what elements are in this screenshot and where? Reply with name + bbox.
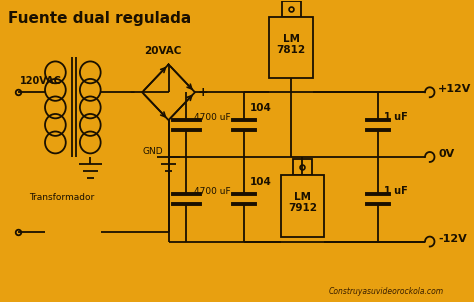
Text: +: + xyxy=(198,86,209,99)
Text: 20VAC: 20VAC xyxy=(144,47,182,56)
Text: +12V: +12V xyxy=(438,84,472,94)
Text: 104: 104 xyxy=(250,177,272,187)
Text: 4700 uF: 4700 uF xyxy=(194,113,231,122)
Text: 104: 104 xyxy=(250,103,272,113)
Text: LM
7912: LM 7912 xyxy=(288,192,317,214)
Text: 1 uF: 1 uF xyxy=(383,186,407,196)
Text: 0V: 0V xyxy=(438,149,455,159)
Bar xyxy=(293,159,312,175)
Text: Fuente dual regulada: Fuente dual regulada xyxy=(8,11,191,26)
Bar xyxy=(281,175,324,236)
Bar xyxy=(282,1,301,17)
Text: -12V: -12V xyxy=(438,233,467,244)
Text: LM
7812: LM 7812 xyxy=(276,34,306,55)
Text: 120VAC: 120VAC xyxy=(19,76,62,86)
Text: 4700 uF: 4700 uF xyxy=(194,187,231,196)
Text: Transformador: Transformador xyxy=(29,193,94,202)
Text: Construyasuvideorockola.com: Construyasuvideorockola.com xyxy=(329,287,444,296)
Text: -: - xyxy=(129,86,134,99)
Bar xyxy=(269,17,313,78)
Text: GND: GND xyxy=(142,147,163,156)
Text: 1 uF: 1 uF xyxy=(383,112,407,122)
